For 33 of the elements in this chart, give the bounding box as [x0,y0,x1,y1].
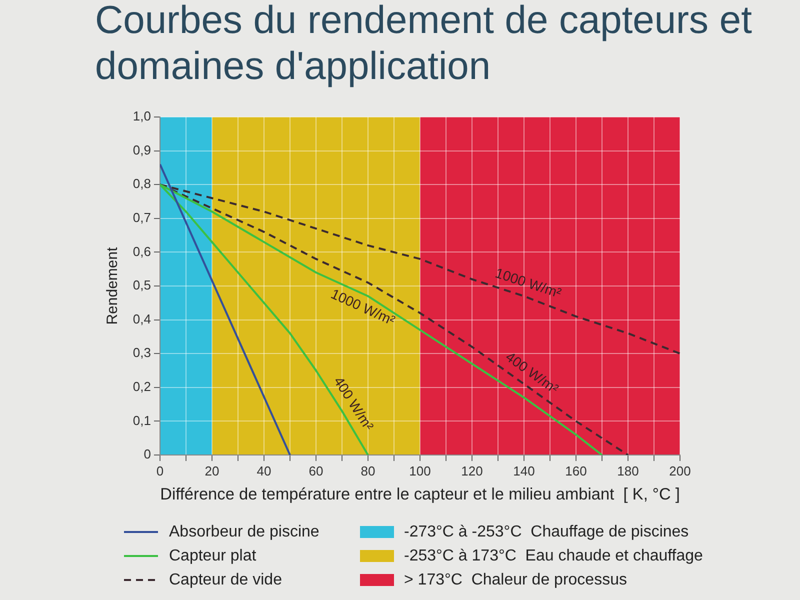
x-tick-label: 160 [565,463,587,478]
y-tick-label: 0,9 [132,142,151,158]
annotation: 1000 W/m² [493,264,564,301]
legend-label: Absorbeur de piscine [169,523,320,540]
y-tick-label: 0,7 [132,210,151,225]
x-axis-title: Différence de température entre le capteur et le milieu ambiant [ K, °C ] [160,486,680,504]
y-tick-label: 0,4 [132,311,151,326]
x-tick-label: 200 [669,463,691,478]
x-tick-label: 60 [308,463,324,478]
y-axis-title: Rendement [104,246,122,325]
x-tick-label: 120 [461,463,483,478]
legend-label: Capteur plat [169,547,257,564]
y-tick-label: 0,6 [132,244,151,259]
x-tick-label: 0 [156,463,164,478]
x-tick-label: 180 [617,463,639,478]
x-tick-label: 100 [409,463,431,478]
annotation: 1000 W/m² [328,285,398,329]
y-tick-label: 0,1 [132,412,151,428]
x-tick-label: 140 [513,463,535,478]
y-tick-label: 0,3 [132,345,151,360]
legend-label: Capteur de vide [169,571,282,588]
chart-title: Courbes du rendement de capteurs et domaines d'application [95,0,753,90]
legend-label: -253°C à 173°C Eau chaude et chauffage [404,547,704,564]
x-tick-label: 20 [204,463,220,478]
y-tick-label: 0,2 [132,378,151,394]
x-tick-label: 40 [256,463,272,478]
y-tick-label: 1,0 [132,108,151,124]
legend-label: -273°C à -253°C Chauffage de piscines [404,523,689,540]
y-tick-label: 0,5 [132,278,151,293]
x-tick-label: 80 [360,463,376,478]
y-tick-label: 0,8 [132,176,151,192]
legend-label: > 173°C Chaleur de processus [404,571,627,588]
y-tick-label: 0 [144,446,151,462]
